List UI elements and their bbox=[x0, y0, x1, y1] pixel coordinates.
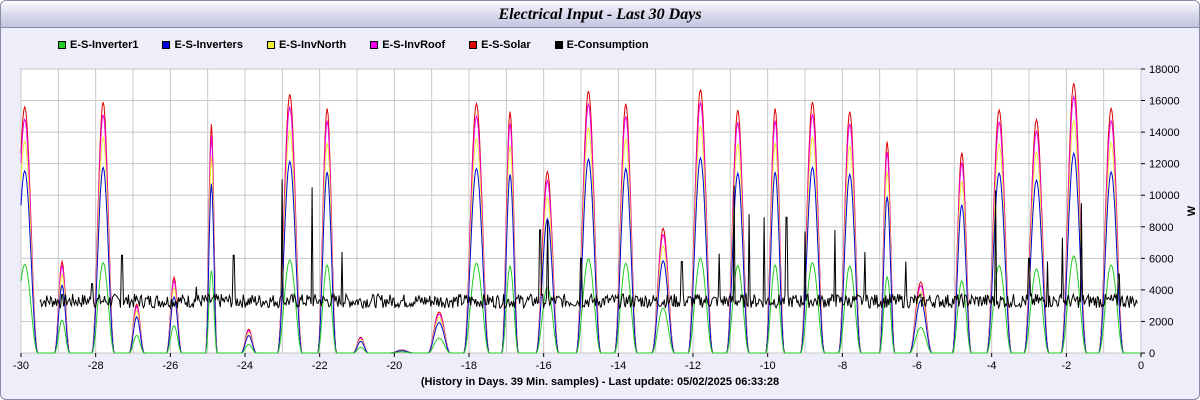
x-tick-label: -26 bbox=[162, 360, 178, 372]
x-axis: -30 -28 -26 -24 -22 -20 -18 -16 -14 -12 -10 -8 -6 -4-… bbox=[13, 353, 1144, 372]
y-tick-label: 4000 bbox=[1149, 285, 1173, 297]
x-tick-label: 0 bbox=[1138, 360, 1144, 372]
legend-label: E-S-Inverters bbox=[174, 39, 243, 51]
x-tick-label: -16 bbox=[536, 360, 552, 372]
legend-swatch bbox=[266, 41, 275, 49]
y-tick-label: 14000 bbox=[1149, 127, 1180, 139]
x-tick-label: -18 bbox=[461, 360, 477, 372]
x-tick-label: -24 bbox=[237, 360, 253, 372]
y-axis: 0 2000 4000 6000 8000 10000 12000 14000 16000 180… bbox=[1141, 64, 1180, 360]
grid-lines bbox=[20, 68, 1142, 354]
legend-item-inverter1: E-S-Inverter1 bbox=[58, 39, 138, 51]
x-tick-label: -2 bbox=[1061, 360, 1071, 372]
legend-swatch bbox=[370, 41, 379, 49]
x-tick-label: -28 bbox=[88, 360, 104, 372]
x-tick-label: -12 bbox=[685, 360, 701, 372]
x-tick-label: -20 bbox=[386, 360, 402, 372]
legend: E-S-Inverter1 E-S-Inverters E-S-InvNorth… bbox=[58, 39, 673, 51]
legend-item-solar: E-S-Solar bbox=[469, 39, 531, 51]
legend-item-invnorth: E-S-InvNorth bbox=[266, 39, 347, 51]
legend-label: E-S-Inverter1 bbox=[70, 39, 139, 51]
y-tick-label: 12000 bbox=[1149, 159, 1180, 171]
legend-label: E-S-Solar bbox=[481, 39, 531, 51]
title-bar: Electrical Input - Last 30 Days bbox=[1, 1, 1199, 28]
legend-item-invroof: E-S-InvRoof bbox=[370, 39, 445, 51]
legend-item-consumption: E-Consumption bbox=[554, 39, 649, 51]
x-tick-label: -4 bbox=[987, 360, 997, 372]
series-layer bbox=[20, 83, 1141, 354]
legend-label: E-S-InvRoof bbox=[382, 39, 446, 51]
series-line-e-consumption bbox=[39, 179, 1138, 310]
y-tick-label: 0 bbox=[1149, 348, 1155, 360]
y-tick-label: 18000 bbox=[1149, 64, 1180, 76]
x-tick-label: -6 bbox=[912, 360, 922, 372]
legend-swatch bbox=[554, 41, 563, 49]
legend-swatch bbox=[58, 41, 66, 49]
footer-status: (History in Days. 39 Min. samples) - Las… bbox=[420, 376, 780, 388]
legend-swatch bbox=[162, 41, 171, 49]
series-line-e-s-inverter1 bbox=[20, 255, 1141, 354]
legend-swatch bbox=[469, 41, 478, 49]
y-tick-label: 6000 bbox=[1149, 253, 1173, 265]
x-tick-label: -10 bbox=[760, 360, 776, 372]
x-tick-label: -22 bbox=[312, 360, 328, 372]
y-tick-label: 10000 bbox=[1149, 190, 1180, 202]
y-axis-label: W bbox=[1186, 205, 1198, 216]
y-tick-label: 8000 bbox=[1149, 222, 1173, 234]
x-tick-label: -14 bbox=[610, 360, 626, 372]
x-tick-label: -8 bbox=[837, 360, 847, 372]
x-tick-label: -30 bbox=[13, 360, 29, 372]
series-line-e-s-inverters bbox=[20, 151, 1141, 354]
y-tick-label: 16000 bbox=[1149, 96, 1180, 108]
chart-title: Electrical Input - Last 30 Days bbox=[498, 6, 702, 23]
legend-label: E-S-InvNorth bbox=[278, 39, 347, 51]
legend-item-inverters: E-S-Inverters bbox=[162, 39, 243, 51]
y-tick-label: 2000 bbox=[1149, 316, 1173, 328]
legend-label: E-Consumption bbox=[566, 39, 649, 51]
